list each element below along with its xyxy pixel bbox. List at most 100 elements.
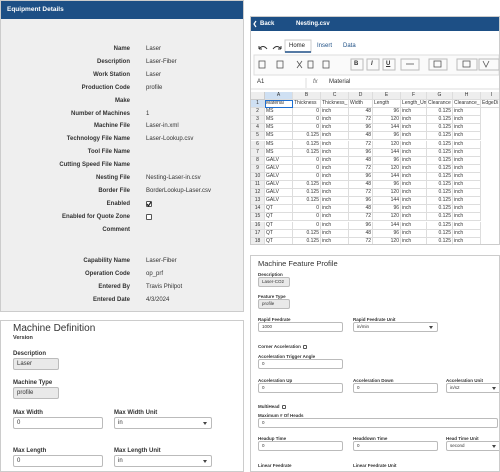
cell[interactable]: 144	[373, 148, 401, 157]
cell[interactable]: 0.125	[427, 189, 453, 198]
cell[interactable]: inch	[321, 108, 349, 117]
cell[interactable]: 0	[293, 156, 321, 165]
cell[interactable]: 96	[373, 229, 401, 238]
cell[interactable]: inch	[453, 229, 481, 238]
cell[interactable]: MS	[265, 132, 293, 141]
cell[interactable]: Clearance	[427, 100, 453, 109]
cell[interactable]: inch	[453, 140, 481, 149]
checkbox[interactable]	[146, 214, 152, 221]
select[interactable]: second	[446, 441, 499, 451]
cell[interactable]: 96	[349, 221, 373, 230]
cell[interactable]: inch	[321, 156, 349, 165]
cell[interactable]: 0	[293, 116, 321, 125]
tab[interactable]: Home	[289, 43, 306, 49]
cell[interactable]: inch	[401, 124, 427, 133]
cell[interactable]: inch	[321, 229, 349, 238]
cell[interactable]: 96	[373, 156, 401, 165]
cell[interactable]: inch	[321, 205, 349, 214]
cell[interactable]: Length	[373, 100, 401, 109]
cell[interactable]: GALV	[265, 181, 293, 190]
cell[interactable]: inch	[453, 148, 481, 157]
cell[interactable]: 72	[349, 140, 373, 149]
cell[interactable]: MS	[265, 124, 293, 133]
cell[interactable]: 0.125	[293, 181, 321, 190]
cell[interactable]: 0.125	[427, 156, 453, 165]
cell[interactable]: inch	[453, 189, 481, 198]
cell[interactable]: 0.125	[427, 181, 453, 190]
cell[interactable]: 0.125	[427, 197, 453, 206]
cell[interactable]: inch	[401, 181, 427, 190]
cell[interactable]: 72	[349, 189, 373, 198]
cell[interactable]: QT	[265, 213, 293, 222]
cell[interactable]: inch	[401, 213, 427, 222]
checkbox[interactable]	[282, 404, 286, 409]
back-button[interactable]: Back	[260, 21, 275, 27]
cell[interactable]: inch	[401, 172, 427, 181]
cell[interactable]: 0.125	[427, 229, 453, 238]
cell[interactable]: inch	[321, 221, 349, 230]
cell[interactable]: 0.125	[427, 164, 453, 173]
cell[interactable]: 96	[349, 148, 373, 157]
cell[interactable]: Thickness	[293, 100, 321, 109]
tab[interactable]: Data	[343, 43, 356, 49]
cell[interactable]: 120	[373, 237, 401, 244]
text-input[interactable]: 0	[353, 383, 438, 393]
cell[interactable]: 144	[373, 124, 401, 133]
checkbox[interactable]	[303, 344, 307, 349]
cell[interactable]: 120	[373, 213, 401, 222]
text-input[interactable]: 0	[258, 359, 343, 369]
cell[interactable]: inch	[321, 237, 349, 244]
cell[interactable]: 0	[293, 172, 321, 181]
text-input[interactable]: Laser	[13, 358, 59, 370]
cell[interactable]: 72	[349, 116, 373, 125]
cell[interactable]: 0.125	[427, 132, 453, 141]
cell[interactable]: inch	[401, 156, 427, 165]
text-input[interactable]: 1000	[258, 322, 343, 332]
cell[interactable]: QT	[265, 229, 293, 238]
cell[interactable]: inch	[453, 124, 481, 133]
cell[interactable]: GALV	[265, 156, 293, 165]
cell[interactable]: inch	[401, 108, 427, 117]
cell[interactable]: 0.125	[427, 124, 453, 133]
checkbox[interactable]	[146, 201, 152, 208]
text-input[interactable]: 0	[13, 417, 103, 429]
cell[interactable]: inch	[453, 181, 481, 190]
cell[interactable]: GALV	[265, 197, 293, 206]
text-input[interactable]: 0	[258, 441, 343, 451]
cell[interactable]: inch	[401, 205, 427, 214]
cell[interactable]: inch	[321, 213, 349, 222]
cell[interactable]: 144	[373, 221, 401, 230]
cell[interactable]: 48	[349, 108, 373, 117]
cell[interactable]: Material	[265, 100, 293, 109]
cell[interactable]: inch	[321, 116, 349, 125]
cell[interactable]: 0.125	[427, 205, 453, 214]
cell[interactable]: inch	[321, 148, 349, 157]
cell[interactable]: inch	[453, 172, 481, 181]
cell[interactable]: 0.125	[427, 108, 453, 117]
cell[interactable]: 0.125	[293, 197, 321, 206]
cell[interactable]: inch	[321, 197, 349, 206]
cell[interactable]: inch	[401, 140, 427, 149]
cell[interactable]: 0.125	[427, 116, 453, 125]
cell[interactable]: inch	[453, 156, 481, 165]
cell[interactable]: MS	[265, 148, 293, 157]
cell[interactable]: inch	[453, 116, 481, 125]
cell[interactable]: 0	[293, 124, 321, 133]
cell[interactable]: 72	[349, 164, 373, 173]
cell[interactable]: Width	[349, 100, 373, 109]
cell[interactable]: inch	[453, 205, 481, 214]
cell[interactable]: 96	[349, 197, 373, 206]
cell[interactable]: inch	[401, 132, 427, 141]
cell[interactable]: 0	[293, 213, 321, 222]
cell[interactable]: inch	[321, 140, 349, 149]
cell[interactable]: 144	[373, 197, 401, 206]
cell[interactable]: 0.125	[293, 189, 321, 198]
cell[interactable]: inch	[321, 189, 349, 198]
select[interactable]: in/s2	[446, 383, 499, 393]
select[interactable]: in/min	[353, 322, 438, 332]
cell[interactable]: 96	[373, 205, 401, 214]
cell[interactable]: inch	[321, 164, 349, 173]
cell[interactable]: inch	[401, 237, 427, 244]
cell[interactable]: MS	[265, 116, 293, 125]
cell[interactable]: 0	[293, 108, 321, 117]
